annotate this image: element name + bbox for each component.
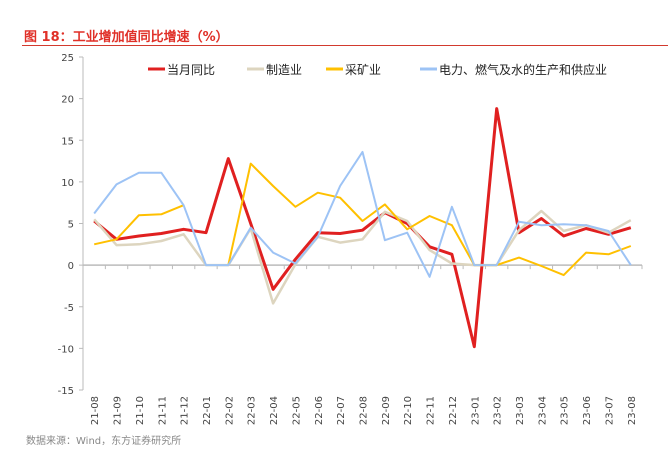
y-tick-label: -15 — [58, 386, 74, 397]
x-tick-label: 23-04 — [537, 396, 548, 425]
chart-title: 图 18：工业增加值同比增速（%） — [24, 30, 229, 45]
y-tick-label: -5 — [64, 303, 74, 314]
y-tick-label: -10 — [58, 344, 74, 355]
x-tick-label: 22-09 — [381, 396, 392, 425]
legend-label-2: 采矿业 — [345, 63, 381, 77]
x-tick-label: 21-08 — [90, 396, 101, 425]
x-tick-label: 22-01 — [202, 396, 213, 425]
x-tick-label: 23-07 — [604, 396, 615, 425]
x-tick-label: 22-12 — [448, 396, 459, 425]
x-tick-label: 22-10 — [403, 396, 414, 425]
y-tick-label: 20 — [61, 95, 74, 106]
x-tick-label: 23-03 — [515, 396, 526, 425]
x-tick-label: 22-07 — [336, 396, 347, 425]
x-tick-label: 23-01 — [470, 396, 481, 425]
x-tick-label: 21-11 — [157, 396, 168, 425]
x-tick-label: 23-06 — [582, 396, 593, 425]
x-tick-label: 22-11 — [426, 396, 437, 425]
y-tick-label: 10 — [61, 178, 74, 189]
y-tick-label: 15 — [61, 136, 74, 147]
x-tick-label: 22-08 — [359, 396, 370, 425]
x-tick-label: 22-06 — [314, 396, 325, 425]
x-tick-label: 22-04 — [269, 396, 280, 425]
y-tick-label: 25 — [61, 53, 74, 64]
legend-label-3: 电力、燃气及水的生产和供应业 — [439, 62, 607, 77]
source-note: 数据来源：Wind，东方证券研究所 — [26, 436, 182, 447]
legend-label-1: 制造业 — [266, 63, 302, 77]
x-tick-label: 22-05 — [291, 396, 302, 425]
x-tick-label: 22-02 — [224, 396, 235, 425]
y-tick-label: 5 — [68, 220, 74, 231]
x-tick-label: 21-12 — [180, 396, 191, 425]
x-tick-label: 21-10 — [135, 396, 146, 425]
series-line-0 — [93, 107, 632, 349]
y-tick-label: 0 — [68, 261, 74, 272]
x-tick-label: 23-05 — [560, 396, 571, 425]
x-tick-label: 23-02 — [493, 396, 504, 425]
series-line-3 — [93, 150, 632, 278]
x-tick-label: 21-09 — [113, 396, 124, 425]
x-tick-label: 23-08 — [627, 396, 638, 425]
x-tick-label: 22-03 — [247, 396, 258, 425]
title-divider — [22, 45, 668, 46]
legend-label-0: 当月同比 — [167, 63, 215, 77]
